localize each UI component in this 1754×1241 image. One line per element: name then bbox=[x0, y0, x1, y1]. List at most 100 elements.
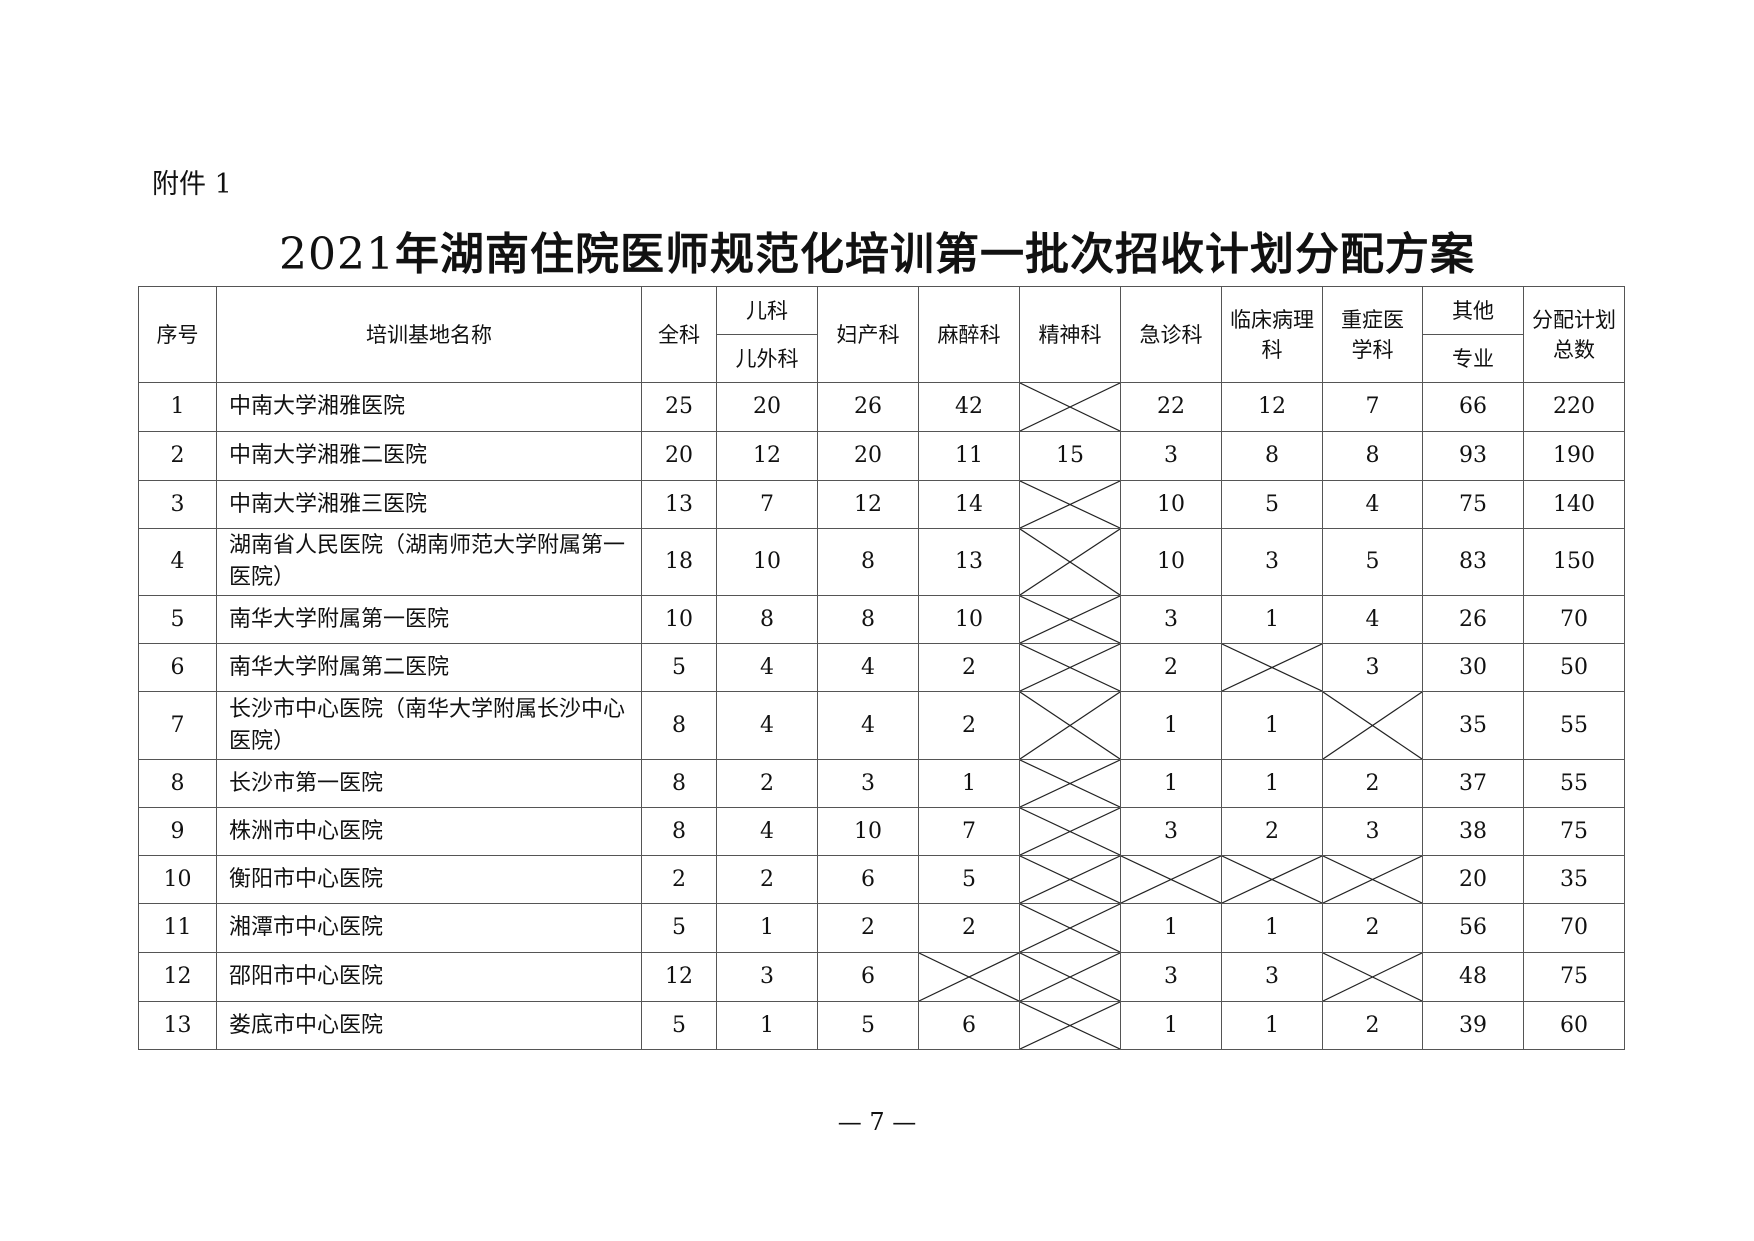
cell-general: 5 bbox=[641, 903, 717, 953]
crossed-cell-pathology bbox=[1221, 855, 1323, 904]
cell-critical_care: 4 bbox=[1322, 480, 1423, 529]
crossed-cell-psychiatry bbox=[1019, 691, 1121, 760]
cell-pediatrics: 7 bbox=[716, 480, 818, 529]
cell-anesthesia: 10 bbox=[918, 595, 1020, 644]
cross-icon bbox=[1222, 856, 1322, 903]
row-index: 12 bbox=[138, 952, 217, 1002]
crossed-cell-psychiatry bbox=[1019, 480, 1121, 529]
header-critical-care: 重症医学科 bbox=[1322, 286, 1423, 383]
table-row: 5 南华大学附属第一医院 10 8 8 10 3 1 4 26 70 bbox=[138, 595, 1625, 644]
row-base-name: 湖南省人民医院（湖南师范大学附属第一医院） bbox=[216, 528, 642, 596]
cell-pediatrics: 4 bbox=[716, 643, 818, 692]
cross-icon bbox=[1020, 644, 1120, 691]
cell-pathology: 1 bbox=[1221, 759, 1323, 808]
cell-pediatrics: 10 bbox=[716, 528, 818, 596]
cell-other: 20 bbox=[1422, 855, 1524, 904]
table-row: 4 湖南省人民医院（湖南师范大学附属第一医院） 18 10 8 13 10 3 5 83 150 bbox=[138, 528, 1625, 596]
row-base-name: 邵阳市中心医院 bbox=[216, 952, 642, 1002]
cell-obgyn: 3 bbox=[817, 759, 919, 808]
table-row: 10 衡阳市中心医院 2 2 6 5 20 35 bbox=[138, 855, 1625, 904]
cell-anesthesia: 14 bbox=[918, 480, 1020, 529]
cell-obgyn: 20 bbox=[817, 431, 919, 481]
cell-total: 35 bbox=[1523, 855, 1625, 904]
cell-anesthesia: 13 bbox=[918, 528, 1020, 596]
row-base-name: 长沙市第一医院 bbox=[216, 759, 642, 808]
row-index: 7 bbox=[138, 691, 217, 760]
cell-anesthesia: 5 bbox=[918, 855, 1020, 904]
table-row: 6 南华大学附属第二医院 5 4 4 2 2 3 30 50 bbox=[138, 643, 1625, 692]
cross-icon bbox=[1020, 383, 1120, 431]
header-pediatric-surgery: 儿外科 bbox=[716, 334, 818, 383]
row-base-name: 衡阳市中心医院 bbox=[216, 855, 642, 904]
cross-icon bbox=[1020, 953, 1120, 1001]
cell-psychiatry: 15 bbox=[1019, 431, 1121, 481]
cross-icon bbox=[1020, 1002, 1120, 1049]
table-row: 12 邵阳市中心医院 12 3 6 3 3 48 75 bbox=[138, 952, 1625, 1002]
crossed-cell-psychiatry bbox=[1019, 1001, 1121, 1050]
cross-icon bbox=[1020, 760, 1120, 807]
cell-emergency: 3 bbox=[1120, 431, 1222, 481]
crossed-cell-anesthesia bbox=[918, 952, 1020, 1002]
table-row: 11 湘潭市中心医院 5 1 2 2 1 1 2 56 70 bbox=[138, 903, 1625, 953]
cell-pathology: 2 bbox=[1221, 807, 1323, 856]
cell-other: 66 bbox=[1422, 382, 1524, 432]
crossed-cell-psychiatry bbox=[1019, 643, 1121, 692]
cell-anesthesia: 2 bbox=[918, 903, 1020, 953]
cell-emergency: 2 bbox=[1120, 643, 1222, 692]
cell-total: 55 bbox=[1523, 691, 1625, 760]
cell-emergency: 22 bbox=[1120, 382, 1222, 432]
cell-emergency: 10 bbox=[1120, 528, 1222, 596]
header-psychiatry: 精神科 bbox=[1019, 286, 1121, 383]
crossed-cell-psychiatry bbox=[1019, 952, 1121, 1002]
header-total: 分配计划总数 bbox=[1523, 286, 1625, 383]
header-emergency: 急诊科 bbox=[1120, 286, 1222, 383]
cell-emergency: 1 bbox=[1120, 1001, 1222, 1050]
header-general: 全科 bbox=[641, 286, 717, 383]
cell-emergency: 1 bbox=[1120, 759, 1222, 808]
cell-total: 70 bbox=[1523, 595, 1625, 644]
cell-general: 25 bbox=[641, 382, 717, 432]
cell-critical_care: 2 bbox=[1322, 759, 1423, 808]
row-index: 2 bbox=[138, 431, 217, 481]
cross-icon bbox=[919, 953, 1019, 1001]
cell-pediatrics: 20 bbox=[716, 382, 818, 432]
cell-obgyn: 4 bbox=[817, 691, 919, 760]
table-row: 1 中南大学湘雅医院 25 20 26 42 22 12 7 66 220 bbox=[138, 382, 1625, 432]
cell-anesthesia: 6 bbox=[918, 1001, 1020, 1050]
table-row: 9 株洲市中心医院 8 4 10 7 3 2 3 38 75 bbox=[138, 807, 1625, 856]
header-index: 序号 bbox=[138, 286, 217, 383]
cell-pathology: 1 bbox=[1221, 691, 1323, 760]
cell-obgyn: 6 bbox=[817, 855, 919, 904]
cell-other: 26 bbox=[1422, 595, 1524, 644]
cell-pediatrics: 1 bbox=[716, 903, 818, 953]
cell-emergency: 3 bbox=[1120, 595, 1222, 644]
cross-icon bbox=[1020, 596, 1120, 643]
cell-total: 190 bbox=[1523, 431, 1625, 481]
cross-icon bbox=[1020, 808, 1120, 855]
cell-anesthesia: 2 bbox=[918, 643, 1020, 692]
cell-pathology: 3 bbox=[1221, 952, 1323, 1002]
cell-general: 8 bbox=[641, 759, 717, 808]
crossed-cell-pathology bbox=[1221, 643, 1323, 692]
cell-other: 39 bbox=[1422, 1001, 1524, 1050]
cell-obgyn: 4 bbox=[817, 643, 919, 692]
row-index: 13 bbox=[138, 1001, 217, 1050]
row-index: 11 bbox=[138, 903, 217, 953]
cell-emergency: 3 bbox=[1120, 807, 1222, 856]
cell-obgyn: 10 bbox=[817, 807, 919, 856]
cross-icon bbox=[1020, 481, 1120, 528]
row-index: 4 bbox=[138, 528, 217, 596]
cell-critical_care: 7 bbox=[1322, 382, 1423, 432]
cell-obgyn: 8 bbox=[817, 528, 919, 596]
cell-other: 37 bbox=[1422, 759, 1524, 808]
cell-anesthesia: 2 bbox=[918, 691, 1020, 760]
cell-total: 70 bbox=[1523, 903, 1625, 953]
crossed-cell-psychiatry bbox=[1019, 807, 1121, 856]
cell-total: 60 bbox=[1523, 1001, 1625, 1050]
cell-general: 12 bbox=[641, 952, 717, 1002]
row-index: 5 bbox=[138, 595, 217, 644]
cell-anesthesia: 42 bbox=[918, 382, 1020, 432]
row-base-name: 南华大学附属第一医院 bbox=[216, 595, 642, 644]
header-other-sub: 专业 bbox=[1422, 334, 1524, 383]
crossed-cell-critical_care bbox=[1322, 691, 1423, 760]
